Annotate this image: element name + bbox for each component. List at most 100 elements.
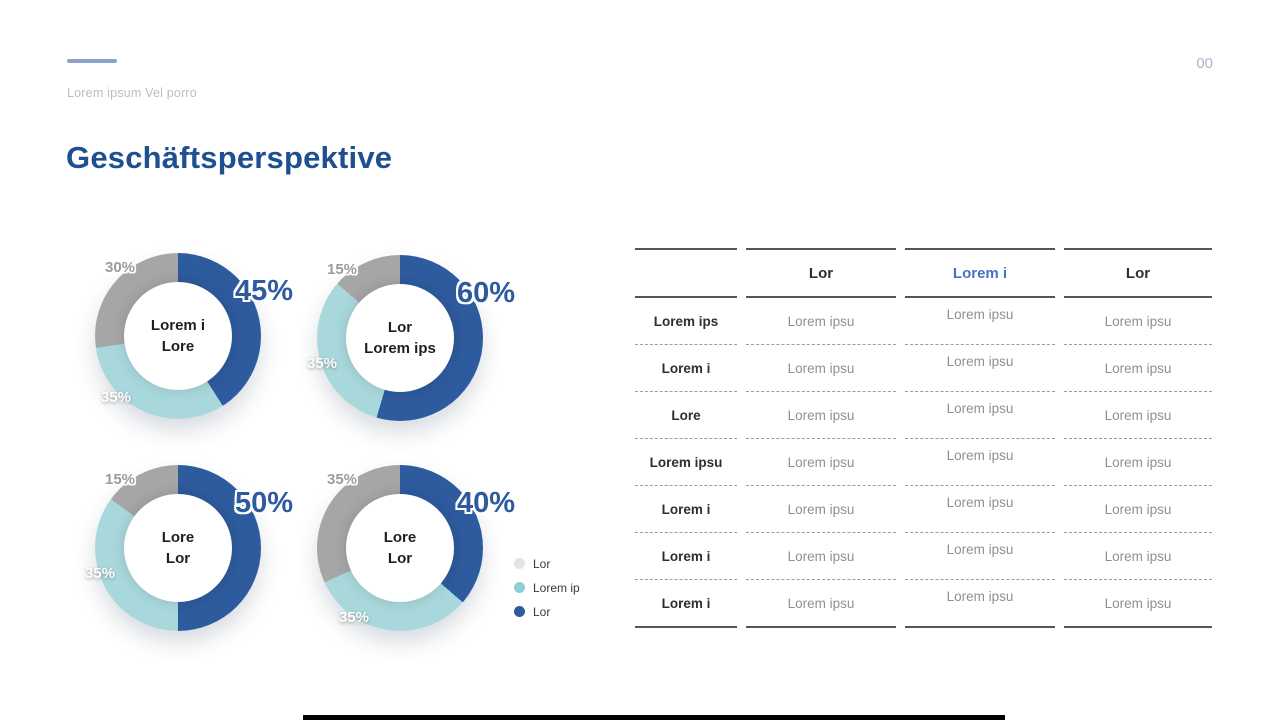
table-column-0: Lorem ips Lorem i Lore Lorem ipsu Lorem i Lor… (635, 248, 737, 628)
page-number: 00 (1196, 55, 1213, 72)
table-cell: Lorem ipsu (746, 392, 896, 439)
cell-text: Lorem ipsu (1104, 595, 1172, 611)
cell-text: Lorem ipsu (787, 501, 855, 517)
table-cell: Lorem ipsu (746, 580, 896, 628)
segment-percentage-label: 35% (101, 389, 132, 406)
donut-center-label: Lorem i Lore (124, 282, 232, 390)
cell-text: Lorem ipsu (787, 313, 855, 329)
donut-chart-2: Lor Lorem ips 60% 35% 15% (307, 255, 515, 421)
table-header-cell: Lor (746, 250, 896, 298)
table-cell: Lorem ipsu (905, 533, 1055, 580)
donut-center-line: Lor (387, 550, 413, 567)
page-title: Geschäftsperspektive (66, 139, 393, 175)
legend-item: Lorem ip (514, 580, 580, 595)
cell-text: Lorem ipsu (787, 548, 855, 564)
cell-text: Lorem ipsu (946, 541, 1014, 557)
table-cell: Lorem ipsu (905, 486, 1055, 533)
table-row-label: Lore (635, 392, 737, 439)
table-column-3: Lor Lorem ipsu Lorem ipsu Lorem ipsu Lorem i… (1064, 248, 1212, 628)
segment-percentage-label: 35% (339, 609, 370, 626)
data-table: Lorem ips Lorem i Lore Lorem ipsu Lorem i Lor… (635, 248, 1212, 628)
table-row-label: Lorem i (635, 345, 737, 392)
legend-dot-icon (514, 606, 525, 617)
segment-percentage-label: 40% (457, 487, 516, 519)
segment-percentage-label: 60% (457, 277, 516, 309)
legend-item: Lor (514, 604, 580, 619)
table-row-label: Lorem i (635, 486, 737, 533)
row-label-text: Lorem i (661, 501, 711, 517)
cell-text: Lorem ipsu (787, 407, 855, 423)
table-column-1: Lor Lorem ipsu Lorem ipsu Lorem ipsu Lorem i… (746, 248, 896, 628)
cell-text: Lorem ipsu (787, 360, 855, 376)
segment-percentage-label: 35% (85, 565, 116, 582)
table-row-label: Lorem i (635, 533, 737, 580)
donut-center-line: Lor (387, 319, 413, 336)
footer-bar (303, 715, 1005, 720)
kicker-text: Lorem ipsum Vel porro (67, 86, 197, 100)
table-column-2: Lorem i Lorem ipsu Lorem ipsu Lorem ipsu Lor… (905, 248, 1055, 628)
segment-percentage-label: 45% (235, 275, 294, 307)
segment-percentage-label: 15% (105, 471, 136, 488)
cell-text: Lorem ipsu (946, 353, 1014, 369)
table-cell: Lorem ipsu (1064, 439, 1212, 486)
legend-dot-icon (514, 582, 525, 593)
segment-percentage-label: 50% (235, 487, 294, 519)
cell-text: Lorem ipsu (1104, 548, 1172, 564)
row-label-text: Lorem ipsu (649, 454, 723, 470)
table-cell: Lorem ipsu (1064, 392, 1212, 439)
donut-center-line: Lorem i (150, 317, 206, 334)
row-label-text: Lorem i (661, 548, 711, 564)
donut-center-line: Lorem ips (364, 340, 436, 357)
chart-legend: Lor Lorem ip Lor (514, 556, 580, 619)
donut-center-label: Lore Lor (124, 494, 232, 602)
table-header-cell (635, 250, 737, 298)
table-cell: Lorem ipsu (746, 345, 896, 392)
table-cell: Lorem ipsu (1064, 486, 1212, 533)
table-cell: Lorem ipsu (746, 533, 896, 580)
table-row-label: Lorem i (635, 580, 737, 628)
donut-chart-4: Lore Lor 40% 35% 35% (317, 465, 515, 631)
cell-text: Lorem ipsu (787, 454, 855, 470)
table-header-cell: Lor (1064, 250, 1212, 298)
segment-percentage-label: 35% (327, 471, 358, 488)
segment-percentage-label: 30% (105, 259, 136, 276)
legend-dot-icon (514, 558, 525, 569)
cell-text: Lorem ipsu (1104, 407, 1172, 423)
donut-center-line: Lor (165, 550, 191, 567)
table-cell: Lorem ipsu (746, 298, 896, 345)
row-label-text: Lorem i (661, 595, 711, 611)
cell-text: Lorem ipsu (946, 400, 1014, 416)
cell-text: Lorem ipsu (1104, 454, 1172, 470)
table-cell: Lorem ipsu (746, 439, 896, 486)
legend-label: Lorem ip (533, 580, 580, 595)
table-cell: Lorem ipsu (1064, 533, 1212, 580)
accent-line (67, 59, 117, 63)
donut-center-label: Lore Lor (346, 494, 454, 602)
cell-text: Lorem ipsu (1104, 360, 1172, 376)
donut-center-label: Lor Lorem ips (346, 284, 454, 392)
cell-text: Lorem ipsu (1104, 313, 1172, 329)
table-header-cell: Lorem i (905, 250, 1055, 298)
donut-center-line: Lore (161, 338, 195, 355)
table-row-label: Lorem ipsu (635, 439, 737, 486)
cell-text: Lorem ipsu (946, 306, 1014, 322)
legend-item: Lor (514, 556, 580, 571)
donut-center-line: Lore (383, 529, 417, 546)
cell-text: Lorem ipsu (787, 595, 855, 611)
table-cell: Lorem ipsu (905, 345, 1055, 392)
cell-text: Lorem ipsu (1104, 501, 1172, 517)
table-cell: Lorem ipsu (905, 580, 1055, 628)
row-label-text: Lore (671, 407, 701, 423)
segment-percentage-label: 15% (327, 261, 358, 278)
table-cell: Lorem ipsu (905, 439, 1055, 486)
donut-chart-1: Lorem i Lore 45% 35% 30% (95, 253, 293, 419)
cell-text: Lorem ipsu (946, 447, 1014, 463)
donut-chart-3: Lore Lor 50% 35% 15% (85, 465, 293, 631)
segment-percentage-label: 35% (307, 355, 338, 372)
legend-label: Lor (533, 556, 551, 571)
table-cell: Lorem ipsu (1064, 580, 1212, 628)
table-cell: Lorem ipsu (905, 298, 1055, 345)
row-label-text: Lorem i (661, 360, 711, 376)
table-cell: Lorem ipsu (746, 486, 896, 533)
